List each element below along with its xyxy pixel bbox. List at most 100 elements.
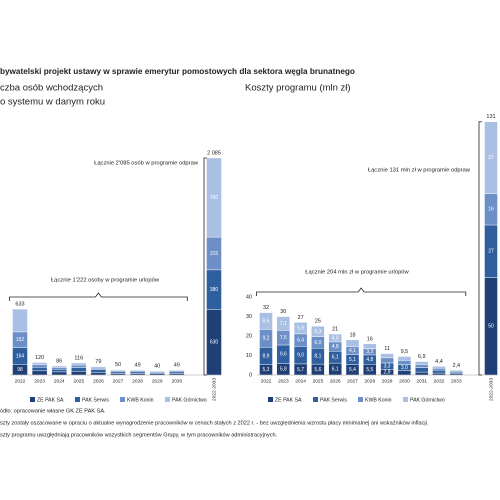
x-tick-label: 2028	[132, 378, 143, 384]
y-tick-label: 20	[246, 333, 252, 339]
legend-swatch	[75, 397, 80, 402]
bar-segment	[71, 367, 87, 372]
bar-segment	[345, 339, 360, 347]
segment-label: 8,1	[314, 354, 321, 360]
x-tick-label: 2023	[278, 378, 289, 384]
bar-segment	[397, 370, 412, 376]
y-tick-label: 30	[246, 314, 252, 320]
bar-segment	[129, 369, 146, 371]
segment-label: 5,8	[280, 367, 287, 373]
segment-label: 5,9	[297, 325, 304, 331]
total-label: 40	[154, 363, 160, 369]
total-label: 79	[95, 359, 101, 365]
bar-segment	[259, 312, 273, 330]
footnote: szty programu uwzględniają pracowników w…	[0, 432, 278, 438]
segment-label: 98	[17, 367, 23, 373]
x-tick-label: 2030	[399, 378, 410, 384]
segment-label: 760	[210, 195, 219, 201]
segment-label: 6,1	[332, 366, 339, 372]
bar-segment	[276, 316, 290, 331]
x-tick-label: 2024	[295, 378, 306, 384]
segment-label: 3,0	[401, 365, 408, 371]
segment-label: 50	[488, 324, 494, 330]
legend-swatch	[358, 397, 363, 402]
bar-segment	[90, 366, 107, 369]
segment-label: 5,3	[314, 329, 321, 335]
total-label: 633	[15, 302, 24, 308]
x-tick-label: 2025	[313, 378, 324, 384]
segment-label: 9,2	[263, 336, 270, 342]
bar-segment	[432, 367, 446, 371]
total-label: 11	[384, 346, 390, 352]
x-tick-label: 2025	[73, 378, 84, 384]
bar-segment	[415, 364, 429, 368]
bar-segment	[363, 343, 377, 349]
annotation: Łącznie 131 mln zł w programie odpraw	[368, 168, 471, 174]
bar-segment	[90, 367, 107, 370]
segment-label: 7,5	[280, 335, 287, 341]
bar-segment	[12, 308, 28, 333]
total-label: 49	[135, 362, 141, 368]
y-tick-label: 40	[246, 295, 252, 301]
bar-segment	[31, 370, 48, 376]
bar-segment	[110, 369, 126, 371]
segment-label: 8,6	[263, 318, 270, 324]
segment-label: 9,0	[297, 352, 304, 358]
segment-label: 152	[16, 337, 25, 343]
bar-segment	[380, 353, 394, 359]
x-tick-label: 2026	[93, 378, 104, 384]
segment-label: 5,1	[349, 357, 356, 363]
segment-label: 9,6	[280, 352, 287, 358]
annotation: Łącznie 2'085 osób w programie odpraw	[94, 161, 199, 167]
bar-segment	[71, 362, 87, 366]
segment-label: 4,8	[366, 357, 373, 363]
total-label: 18	[349, 332, 355, 338]
legend-swatch	[313, 397, 318, 402]
total-label: 16	[367, 336, 373, 342]
x-tick-label: 2022-2033	[211, 378, 217, 401]
total-label: 49	[174, 362, 180, 368]
bar-segment	[206, 157, 222, 238]
bracket	[203, 157, 207, 376]
bar-segment	[149, 370, 165, 372]
segment-label: 315	[210, 251, 219, 257]
segment-label: 5,3	[263, 367, 270, 373]
bar-segment	[51, 367, 67, 370]
bar-segment	[449, 372, 463, 375]
x-tick-label: 2022	[261, 378, 272, 384]
bar-segment	[415, 367, 429, 373]
legend-label: PAK Serwis	[320, 397, 347, 403]
bar-segment	[71, 371, 87, 376]
legend-swatch	[30, 397, 35, 402]
bar-segment	[432, 366, 446, 369]
bar-segment	[31, 366, 48, 372]
legend-swatch	[403, 397, 408, 402]
segment-label: 5,6	[314, 367, 321, 373]
bar-segment	[432, 369, 446, 374]
bar-segment	[71, 364, 87, 368]
legend-label: ZE PAK SA	[275, 397, 302, 403]
y-tick-label: 10	[246, 353, 252, 359]
segment-label: 3,2	[366, 349, 373, 355]
bar-segment	[51, 371, 67, 376]
segment-label: 4,0	[332, 335, 339, 341]
segment-label: 27	[488, 249, 494, 255]
bar-segment	[51, 365, 67, 368]
total-label: 116	[74, 355, 83, 361]
legend-label: KWB Konin	[127, 397, 154, 403]
x-tick-label: 2028	[364, 378, 375, 384]
segment-label: 8,9	[263, 353, 270, 359]
total-label: 131	[486, 114, 495, 120]
segment-label: 37	[488, 155, 494, 161]
segment-label: 16	[488, 207, 494, 213]
segment-label: 4,1	[349, 348, 356, 354]
legend-swatch	[268, 397, 273, 402]
bar-segment	[110, 371, 126, 374]
annotation: Łącznie 1'222 osoby w programie urlopów	[51, 278, 160, 284]
legend-swatch	[165, 397, 170, 402]
chart-subtitle: Koszty programu (mln zł)	[245, 83, 351, 94]
bar-segment	[311, 326, 325, 337]
chart-subtitle: czba osób wchodzących	[0, 83, 103, 94]
bracket	[256, 287, 467, 296]
bracket	[478, 121, 482, 376]
